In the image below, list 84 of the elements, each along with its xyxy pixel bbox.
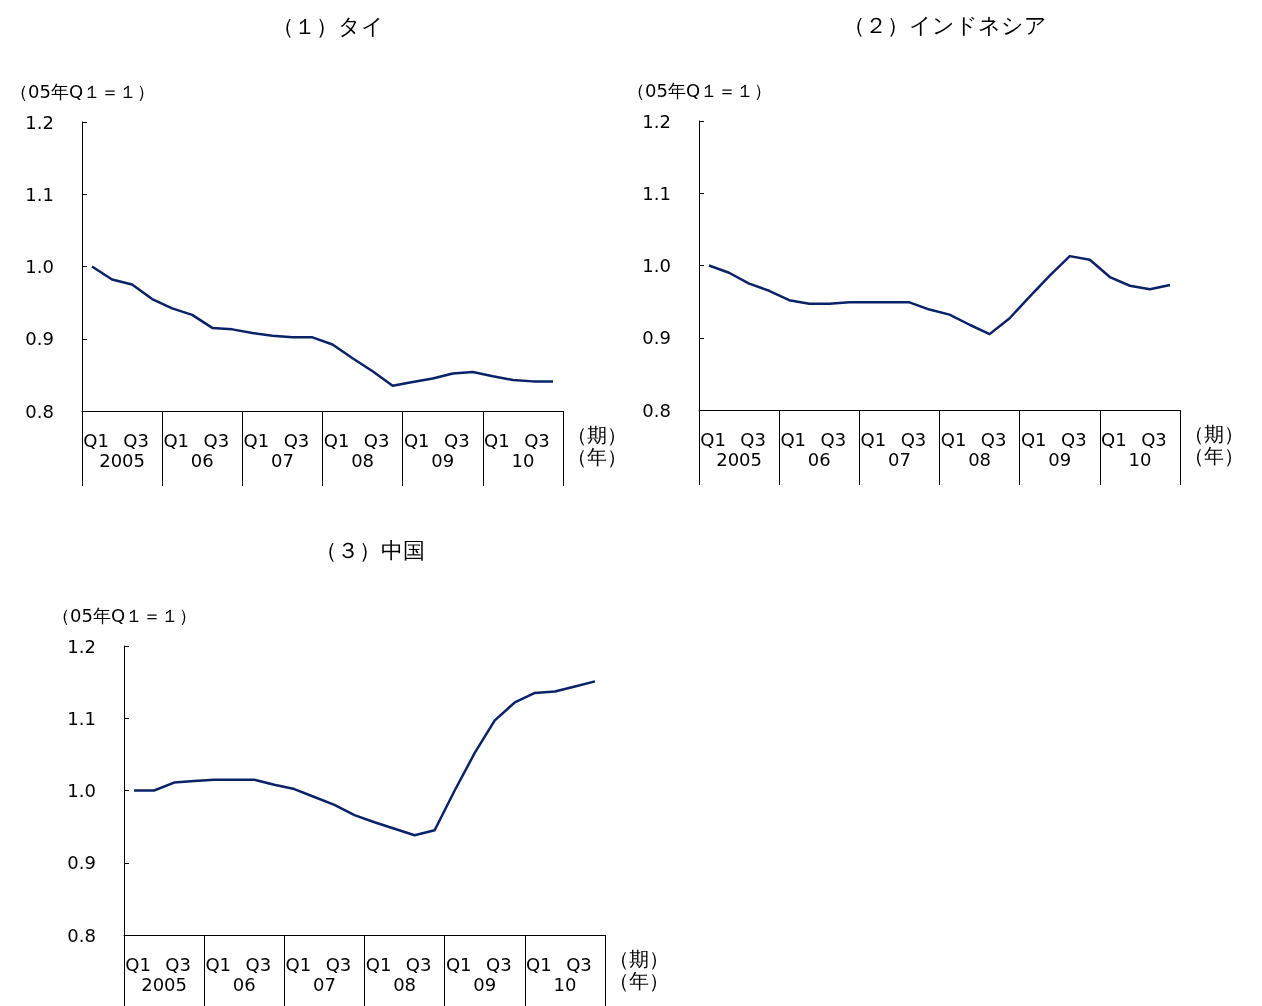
y-tick-label: 0.9: [642, 327, 671, 349]
text: 2005: [141, 973, 187, 995]
line-series: [707, 254, 1172, 336]
text: （年）: [567, 445, 627, 469]
x-tick-label: Q3: [524, 429, 550, 451]
x-tick-label: Q3: [245, 953, 272, 975]
y-tick-label: 0.8: [67, 924, 96, 946]
x-tick-label: Q1: [243, 429, 270, 451]
y-tick-label: 0.9: [25, 328, 54, 350]
y-tick-label: 0.8: [642, 399, 671, 421]
x-tick-label: Q1: [940, 428, 967, 450]
text: 10: [1128, 448, 1152, 470]
x-tick-label: Q3: [1141, 428, 1167, 450]
x-tick-label: Q1: [1020, 428, 1047, 450]
x-tick-label: Q1: [445, 953, 472, 975]
text: 08: [968, 448, 992, 470]
text: 10: [553, 973, 577, 995]
y-tick-label: 1.2: [67, 635, 96, 657]
x-axis-title: （期）: [609, 947, 669, 971]
chart-title: （２）インドネシア: [842, 12, 1047, 38]
x-axis-title: （期）: [1184, 422, 1244, 446]
x-tick-label: Q3: [405, 953, 432, 975]
y-tick-label: 1.1: [67, 707, 96, 729]
text: 10: [511, 449, 535, 471]
text: 09: [431, 449, 455, 471]
y-tick-label: 1.0: [25, 256, 54, 277]
text: 2005: [99, 449, 145, 471]
x-tick-label: Q1: [163, 429, 189, 451]
text: 06: [232, 973, 256, 995]
x-tick-label: Q3: [443, 429, 470, 451]
y-tick-label: 1.2: [642, 110, 671, 132]
x-tick-label: Q1: [285, 953, 312, 975]
x-tick-label: Q3: [283, 429, 310, 451]
x-tick-label: Q1: [125, 953, 151, 975]
x-tick-label: Q3: [820, 428, 847, 450]
y-tick-label: 0.9: [67, 852, 96, 874]
text: （年）: [1184, 444, 1244, 468]
y-tick-label: 1.0: [642, 255, 671, 276]
x-tick-label: Q3: [900, 428, 927, 450]
x-tick-label: Q1: [860, 428, 887, 450]
x-tick-label: Q1: [365, 953, 392, 975]
text: 07: [887, 448, 911, 470]
y-tick-label: 1.1: [25, 183, 54, 205]
text: （年）: [609, 969, 669, 993]
x-tick-label: Q1: [205, 953, 231, 975]
x-tick-label: Q1: [700, 428, 726, 450]
x-tick-label: Q3: [566, 953, 592, 975]
x-tick-label: Q3: [203, 429, 230, 451]
x-tick-label: Q3: [980, 428, 1007, 450]
x-tick-label: Q1: [83, 429, 109, 451]
x-tick-label: Q3: [165, 953, 191, 975]
x-tick-label: Q3: [325, 953, 352, 975]
x-tick-label: Q3: [740, 428, 766, 450]
x-tick-label: Q1: [323, 429, 350, 451]
text: 06: [190, 449, 214, 471]
x-tick-label: Q3: [123, 429, 149, 451]
y-tick-label: 1.0: [67, 780, 96, 801]
x-tick-label: Q1: [526, 953, 552, 975]
x-tick-label: Q1: [1101, 428, 1127, 450]
chart-title: （３）中国: [314, 537, 425, 563]
text: 2005: [716, 448, 762, 470]
chart-title: （１）タイ: [271, 13, 384, 39]
y-tick-label: 0.8: [25, 400, 54, 422]
text: 06: [807, 448, 831, 470]
text: 07: [312, 973, 336, 995]
text: 07: [270, 449, 294, 471]
text: 08: [351, 449, 375, 471]
text: 08: [393, 973, 417, 995]
x-tick-label: Q3: [1060, 428, 1087, 450]
text: 09: [1048, 448, 1072, 470]
y-axis-title: （05年Q１＝１）: [627, 79, 773, 101]
x-tick-label: Q1: [780, 428, 806, 450]
line-series: [132, 680, 597, 837]
x-tick-label: Q1: [403, 429, 430, 451]
y-axis-title: （05年Q１＝１）: [10, 80, 156, 102]
x-axis-title: （期）: [567, 423, 627, 447]
y-axis-title: （05年Q１＝１）: [52, 604, 198, 626]
x-tick-label: Q1: [484, 429, 510, 451]
x-tick-label: Q3: [363, 429, 390, 451]
line-series: [90, 265, 555, 387]
x-tick-label: Q3: [485, 953, 512, 975]
y-tick-label: 1.1: [642, 182, 671, 204]
y-tick-label: 1.2: [25, 111, 54, 133]
text: 09: [473, 973, 497, 995]
